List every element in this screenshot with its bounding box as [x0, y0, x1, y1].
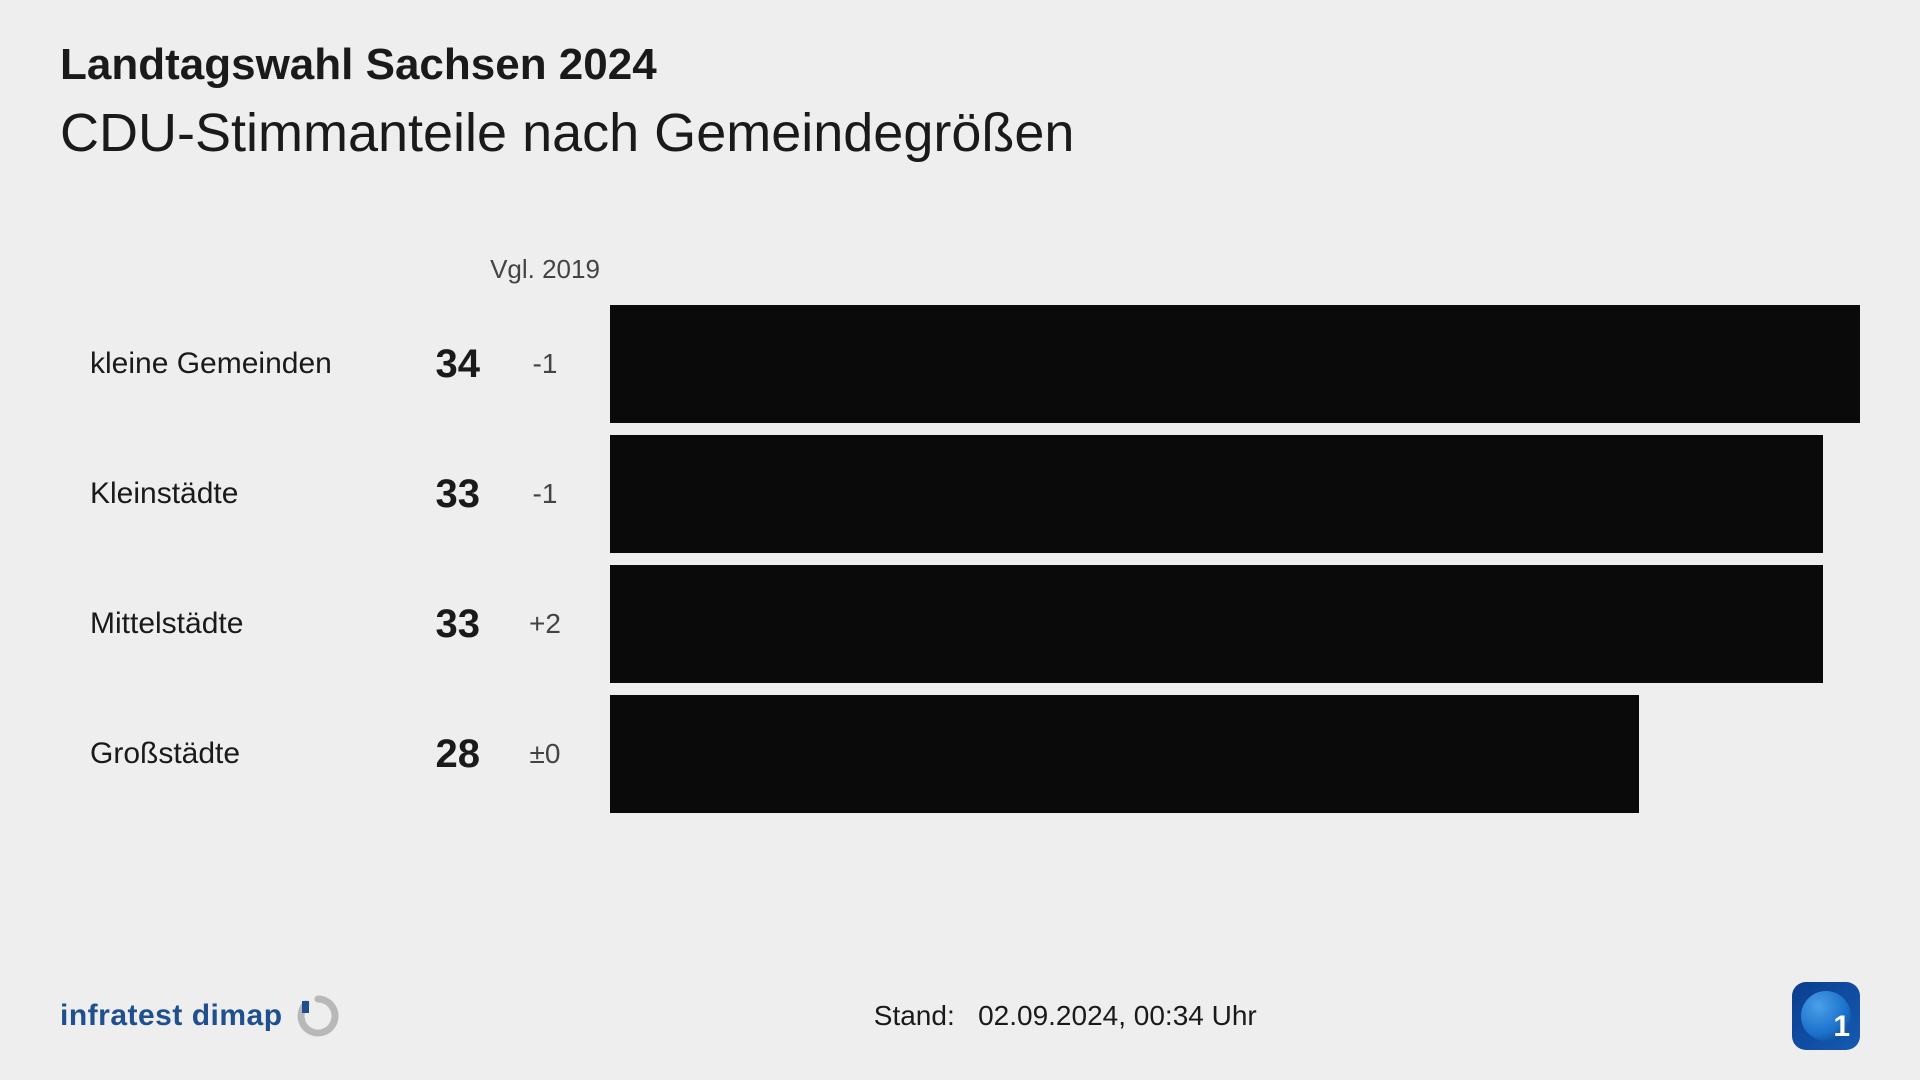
- timestamp-label: Stand:: [874, 1000, 955, 1031]
- bar: [610, 695, 1639, 813]
- footer: infratest dimap Stand: 02.09.2024, 00:34…: [60, 962, 1860, 1050]
- bar-row: Großstädte28±0: [90, 695, 1860, 813]
- network-badge-icon: 1: [1792, 982, 1860, 1050]
- source-attribution: infratest dimap: [60, 995, 339, 1037]
- chart-title: CDU-Stimmanteile nach Gemeindegrößen: [60, 102, 1860, 164]
- diff-column-header: Vgl. 2019: [480, 254, 610, 285]
- row-value: 28: [390, 732, 480, 777]
- row-diff: +2: [480, 608, 610, 640]
- source-text: infratest dimap: [60, 999, 283, 1033]
- row-diff: ±0: [480, 738, 610, 770]
- row-label: Kleinstädte: [90, 477, 390, 511]
- row-value: 33: [390, 602, 480, 647]
- timestamp-value: 02.09.2024, 00:34 Uhr: [978, 1000, 1257, 1031]
- row-label: kleine Gemeinden: [90, 347, 390, 381]
- row-value: 34: [390, 342, 480, 387]
- network-badge-label: 1: [1833, 1010, 1850, 1044]
- row-label: Großstädte: [90, 737, 390, 771]
- timestamp: Stand: 02.09.2024, 00:34 Uhr: [339, 1000, 1792, 1032]
- bar: [610, 435, 1823, 553]
- bar-chart: Vgl. 2019 kleine Gemeinden34-1Kleinstädt…: [60, 254, 1860, 962]
- row-value: 33: [390, 472, 480, 517]
- bar-row: kleine Gemeinden34-1: [90, 305, 1860, 423]
- row-diff: -1: [480, 348, 610, 380]
- bar-row: Mittelstädte33+2: [90, 565, 1860, 683]
- supertitle: Landtagswahl Sachsen 2024: [60, 40, 1860, 90]
- bar: [610, 305, 1860, 423]
- infratest-logo-icon: [297, 995, 339, 1037]
- bar-row: Kleinstädte33-1: [90, 435, 1860, 553]
- chart-header-row: Vgl. 2019: [90, 254, 1860, 285]
- bar: [610, 565, 1823, 683]
- row-label: Mittelstädte: [90, 607, 390, 641]
- row-diff: -1: [480, 478, 610, 510]
